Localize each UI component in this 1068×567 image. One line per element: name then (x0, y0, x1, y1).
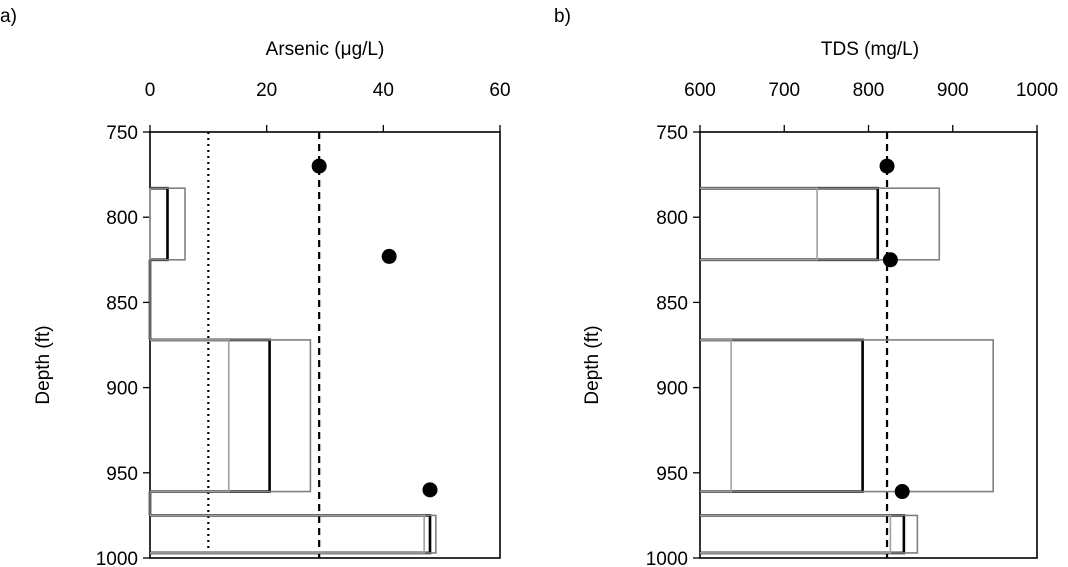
panel-b: b) TDS (mg/L) Depth (ft) 600 700 800 900 100… (554, 6, 1058, 567)
panel-a-plot-frame (149, 131, 501, 559)
panel-a-plot: 0 20 40 60 750 800 850 900 950 1000 (96, 80, 511, 567)
panel-a-x-tick-label: 60 (489, 80, 510, 101)
panel-a-data-point (422, 482, 438, 498)
panel-a-profile-2-segment (150, 514, 425, 554)
panel-a-data-point (381, 248, 397, 264)
panel-b-profile-2-segment (700, 339, 732, 493)
panel-b-y-tick-label: 850 (656, 293, 688, 314)
panel-b-x-tick-label: 900 (937, 80, 969, 101)
panel-a-y-title: Depth (ft) (33, 325, 54, 404)
panel-b-y-title: Depth (ft) (582, 325, 603, 404)
panel-b-x-tick-label: 800 (853, 80, 885, 101)
panel-a-profile-1-segment (150, 514, 437, 554)
panel-a-y-tick-label: 850 (106, 293, 138, 314)
panel-b-plot: 600 700 800 900 1000 750 800 850 900 950 1000 (646, 80, 1058, 567)
panel-b-y-tick-label: 800 (656, 208, 688, 229)
panel-a-profile-0-segment (150, 338, 271, 493)
panel-b-y-tick-label: 900 (656, 379, 688, 400)
panel-b-y-tick-label: 750 (656, 123, 688, 144)
panel-b-profile-1-segment (700, 339, 994, 493)
panel-a-y-tick-label: 900 (106, 379, 138, 400)
panel-a-y-tick-label: 950 (106, 464, 138, 485)
panel-b-profile-1-segment (700, 514, 919, 554)
panel-b-x-tick-label: 700 (768, 80, 800, 101)
panel-a: a) Arsenic (μg/L) Depth (ft) 0 20 40 60 750 8… (0, 6, 511, 567)
panel-b-label: b) (554, 6, 571, 27)
panel-a-x-tick-label: 20 (256, 80, 277, 101)
panel-b-profile-2-segment (700, 514, 892, 554)
panel-a-label: a) (0, 6, 17, 27)
panel-a-data-point (311, 158, 327, 174)
panel-b-profile-0-segment (700, 514, 906, 555)
panel-a-profile-2-segment (150, 339, 230, 493)
panel-a-x-tick-label: 40 (373, 80, 394, 101)
panel-b-data-point (879, 158, 895, 174)
panel-b-profile-2-segment (700, 187, 818, 261)
panel-b-profile-0-segment (700, 338, 864, 493)
panel-b-data-point (882, 252, 898, 268)
panel-a-x-title: Arsenic (μg/L) (266, 39, 385, 60)
panel-a-x-tick-label: 0 (145, 80, 156, 101)
panel-b-profile-1-segment (700, 187, 941, 261)
panel-a-y-tick-label: 750 (106, 123, 138, 144)
panel-b-x-tick-label: 600 (684, 80, 716, 101)
panel-a-profile-1-segment (150, 339, 312, 493)
panel-a-profile-0-segment (150, 186, 169, 262)
panel-a-profile-0-segment (150, 514, 432, 555)
panel-a-profile-1-segment (150, 187, 186, 261)
panel-b-x-tick-label: 1000 (1016, 80, 1058, 101)
panel-a-y-tick-label: 800 (106, 208, 138, 229)
panel-b-y-tick-label: 950 (656, 464, 688, 485)
panel-a-y-tick-label: 1000 (96, 549, 138, 567)
panel-b-profile-0-segment (700, 186, 880, 262)
panel-b-data-point (894, 484, 910, 500)
panel-b-plot-frame (699, 131, 1038, 559)
panel-b-y-tick-label: 1000 (646, 549, 688, 567)
panel-b-x-title: TDS (mg/L) (821, 39, 919, 60)
